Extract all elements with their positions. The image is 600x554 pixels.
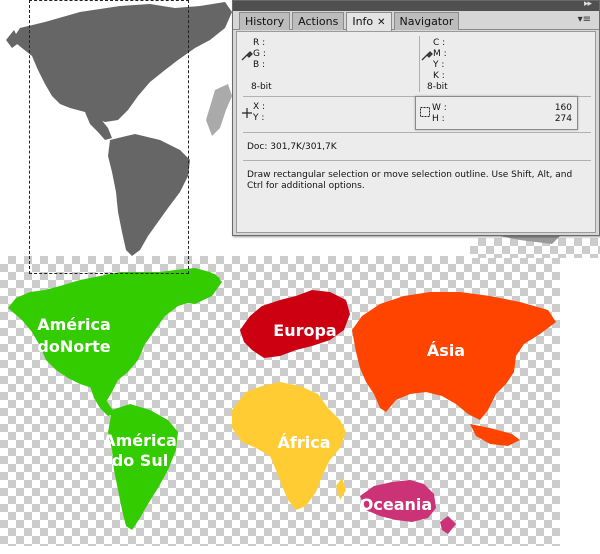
doc-size: Doc: 301,7K/301,7K bbox=[247, 142, 337, 152]
tab-info-label: Info bbox=[352, 15, 374, 28]
new-zealand-shape bbox=[440, 516, 456, 534]
eyedropper-icon bbox=[421, 51, 433, 61]
w-label: W : bbox=[432, 103, 447, 113]
g-label: G : bbox=[253, 49, 266, 59]
label-europe: Europa bbox=[273, 321, 336, 340]
madagascar-shape bbox=[336, 478, 346, 500]
k-label: K : bbox=[433, 71, 445, 81]
rgb-readout: R : G : B : bbox=[253, 38, 283, 71]
europe-shape bbox=[240, 290, 350, 358]
cmyk-readout: C : M : Y : K : bbox=[433, 38, 453, 82]
gray-europe-edge bbox=[206, 84, 232, 136]
tab-history-label: History bbox=[245, 15, 285, 28]
close-icon[interactable]: ✕ bbox=[377, 17, 386, 28]
h-value: 274 bbox=[554, 114, 572, 124]
rectangular-selection-outline[interactable] bbox=[29, 0, 189, 274]
x-label: X : bbox=[253, 102, 266, 112]
tab-history[interactable]: History bbox=[239, 12, 291, 30]
gray-central-america bbox=[85, 112, 112, 140]
label-asia: Ásia bbox=[427, 341, 465, 360]
label-south-america-line1: América bbox=[103, 431, 177, 450]
gray-world-map bbox=[6, 2, 560, 256]
gray-north-america bbox=[12, 2, 232, 122]
divider bbox=[243, 132, 591, 133]
divider bbox=[419, 36, 420, 92]
colored-world-map bbox=[8, 268, 556, 534]
tab-actions-label: Actions bbox=[298, 15, 339, 28]
north-america-shape bbox=[8, 268, 220, 402]
tool-hint: Draw rectangular selection or move selec… bbox=[247, 170, 573, 191]
tab-info[interactable]: Info ✕ bbox=[346, 12, 392, 31]
marquee-icon bbox=[420, 107, 430, 117]
panel-title-bar[interactable]: ▸▸ bbox=[233, 0, 599, 11]
tab-actions[interactable]: Actions bbox=[292, 12, 345, 30]
indonesia-shape bbox=[470, 424, 520, 446]
tab-navigator-label: Navigator bbox=[399, 15, 454, 28]
south-america-shape bbox=[108, 404, 178, 530]
r-label: R : bbox=[253, 38, 266, 48]
oceania-shape bbox=[360, 480, 436, 522]
m-label: M : bbox=[433, 49, 447, 59]
info-panel[interactable]: ▸▸ History Actions Info ✕ Navigator ▾≡ R … bbox=[232, 0, 600, 236]
panel-tab-bar: History Actions Info ✕ Navigator ▾≡ bbox=[233, 11, 599, 31]
y-label: Y : bbox=[253, 113, 265, 123]
y-label: Y : bbox=[433, 60, 445, 70]
central-america-shape bbox=[90, 386, 116, 416]
collapse-icon[interactable]: ▸▸ bbox=[583, 0, 592, 9]
label-north-america-line1: América bbox=[37, 315, 111, 334]
label-africa: África bbox=[278, 433, 331, 452]
label-north-america-line2: doNorte bbox=[37, 337, 110, 356]
gray-greenland bbox=[6, 30, 20, 48]
b-label: B : bbox=[253, 60, 266, 70]
wh-readout: W : 160 H : 274 bbox=[432, 103, 572, 125]
divider bbox=[243, 160, 591, 161]
xy-readout: X : Y : bbox=[253, 102, 283, 124]
wh-highlight-box: W : 160 H : 274 bbox=[415, 96, 578, 130]
tab-navigator[interactable]: Navigator bbox=[393, 12, 460, 30]
panel-menu-icon[interactable]: ▾≡ bbox=[577, 14, 591, 25]
label-oceania: Oceania bbox=[360, 495, 432, 514]
rgb-bitdepth: 8-bit bbox=[251, 82, 272, 92]
h-label: H : bbox=[432, 114, 445, 124]
label-south-america-line2: do Sul bbox=[112, 451, 168, 470]
asia-shape bbox=[352, 292, 556, 420]
greenland-shape bbox=[160, 272, 222, 304]
cmyk-bitdepth: 8-bit bbox=[427, 82, 448, 92]
transparent-background bbox=[470, 238, 600, 258]
w-value: 160 bbox=[554, 103, 572, 113]
eyedropper-icon bbox=[241, 51, 253, 61]
gray-south-america bbox=[108, 134, 190, 256]
c-label: C : bbox=[433, 38, 446, 48]
crosshair-icon bbox=[242, 108, 252, 118]
info-readout: R : G : B : 8-bit C : M : Y : K : 8-bit … bbox=[236, 31, 596, 233]
africa-shape bbox=[232, 382, 346, 510]
